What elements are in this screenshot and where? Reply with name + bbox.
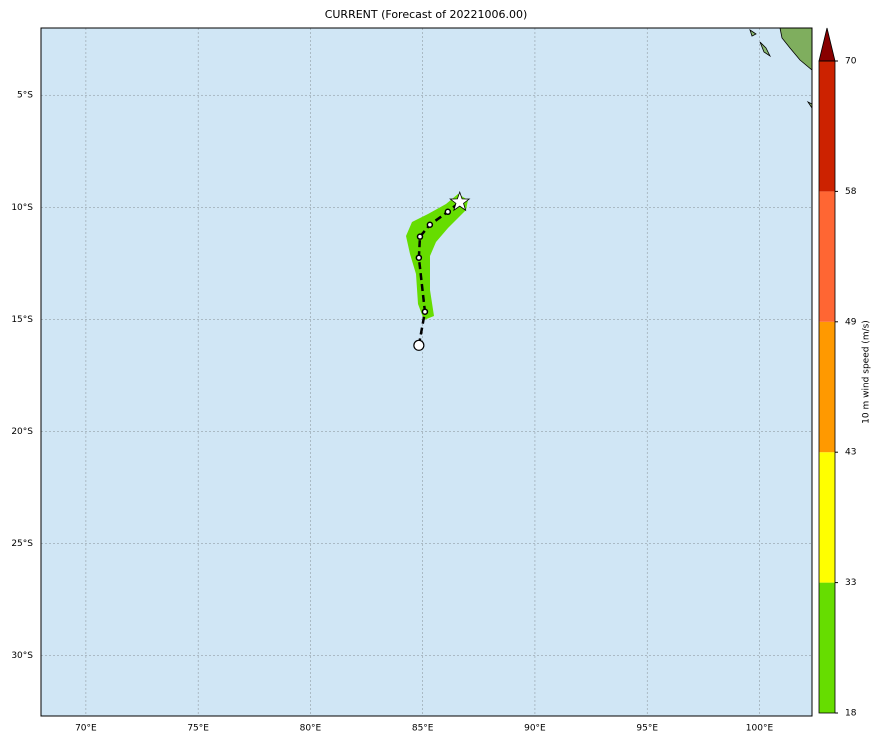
track-star	[449, 190, 471, 212]
colorbar-extend	[818, 27, 836, 62]
colorbar-tick-label: 18	[845, 709, 857, 719]
chart-title: CURRENT (Forecast of 20221006.00)	[325, 8, 528, 21]
colorbar-segment	[819, 582, 835, 713]
colorbar-tick-label: 49	[845, 317, 857, 327]
y-tick-label: 15°S	[11, 315, 33, 325]
track-point	[415, 254, 423, 261]
colorbar-segment	[819, 191, 835, 322]
x-tick-label: 75°E	[187, 724, 209, 734]
ocean	[41, 28, 812, 716]
colorbar-segment	[819, 452, 835, 583]
colorbar-tick-label: 33	[845, 578, 856, 588]
y-tick-label: 30°S	[11, 651, 33, 661]
x-tick-label: 100°E	[746, 724, 774, 734]
colorbar-frame	[818, 60, 836, 714]
track-point	[426, 221, 434, 229]
x-tick-label: 95°E	[636, 724, 658, 734]
y-tick-label: 5°S	[17, 91, 33, 101]
x-tick-label: 80°E	[300, 724, 322, 734]
colorbar-label: 10 m wind speed (m/s)	[862, 320, 872, 424]
y-tick-label: 10°S	[11, 203, 33, 213]
x-tick-label: 90°E	[524, 724, 546, 734]
map-frame	[40, 27, 813, 717]
x-tick-label: 85°E	[412, 724, 434, 734]
y-tick-label: 25°S	[11, 539, 33, 549]
x-tick-label: 70°E	[75, 724, 97, 734]
colorbar-segment	[819, 321, 835, 453]
colorbar-segment	[819, 61, 835, 192]
track-point	[444, 208, 452, 216]
track-point	[416, 233, 424, 240]
colorbar-tick-label: 43	[845, 448, 856, 458]
colorbar-tick-label: 58	[845, 187, 857, 197]
colorbar-tick-label: 70	[845, 57, 857, 67]
y-tick-label: 20°S	[11, 427, 33, 437]
track-point	[421, 308, 429, 315]
track-point	[413, 339, 425, 351]
